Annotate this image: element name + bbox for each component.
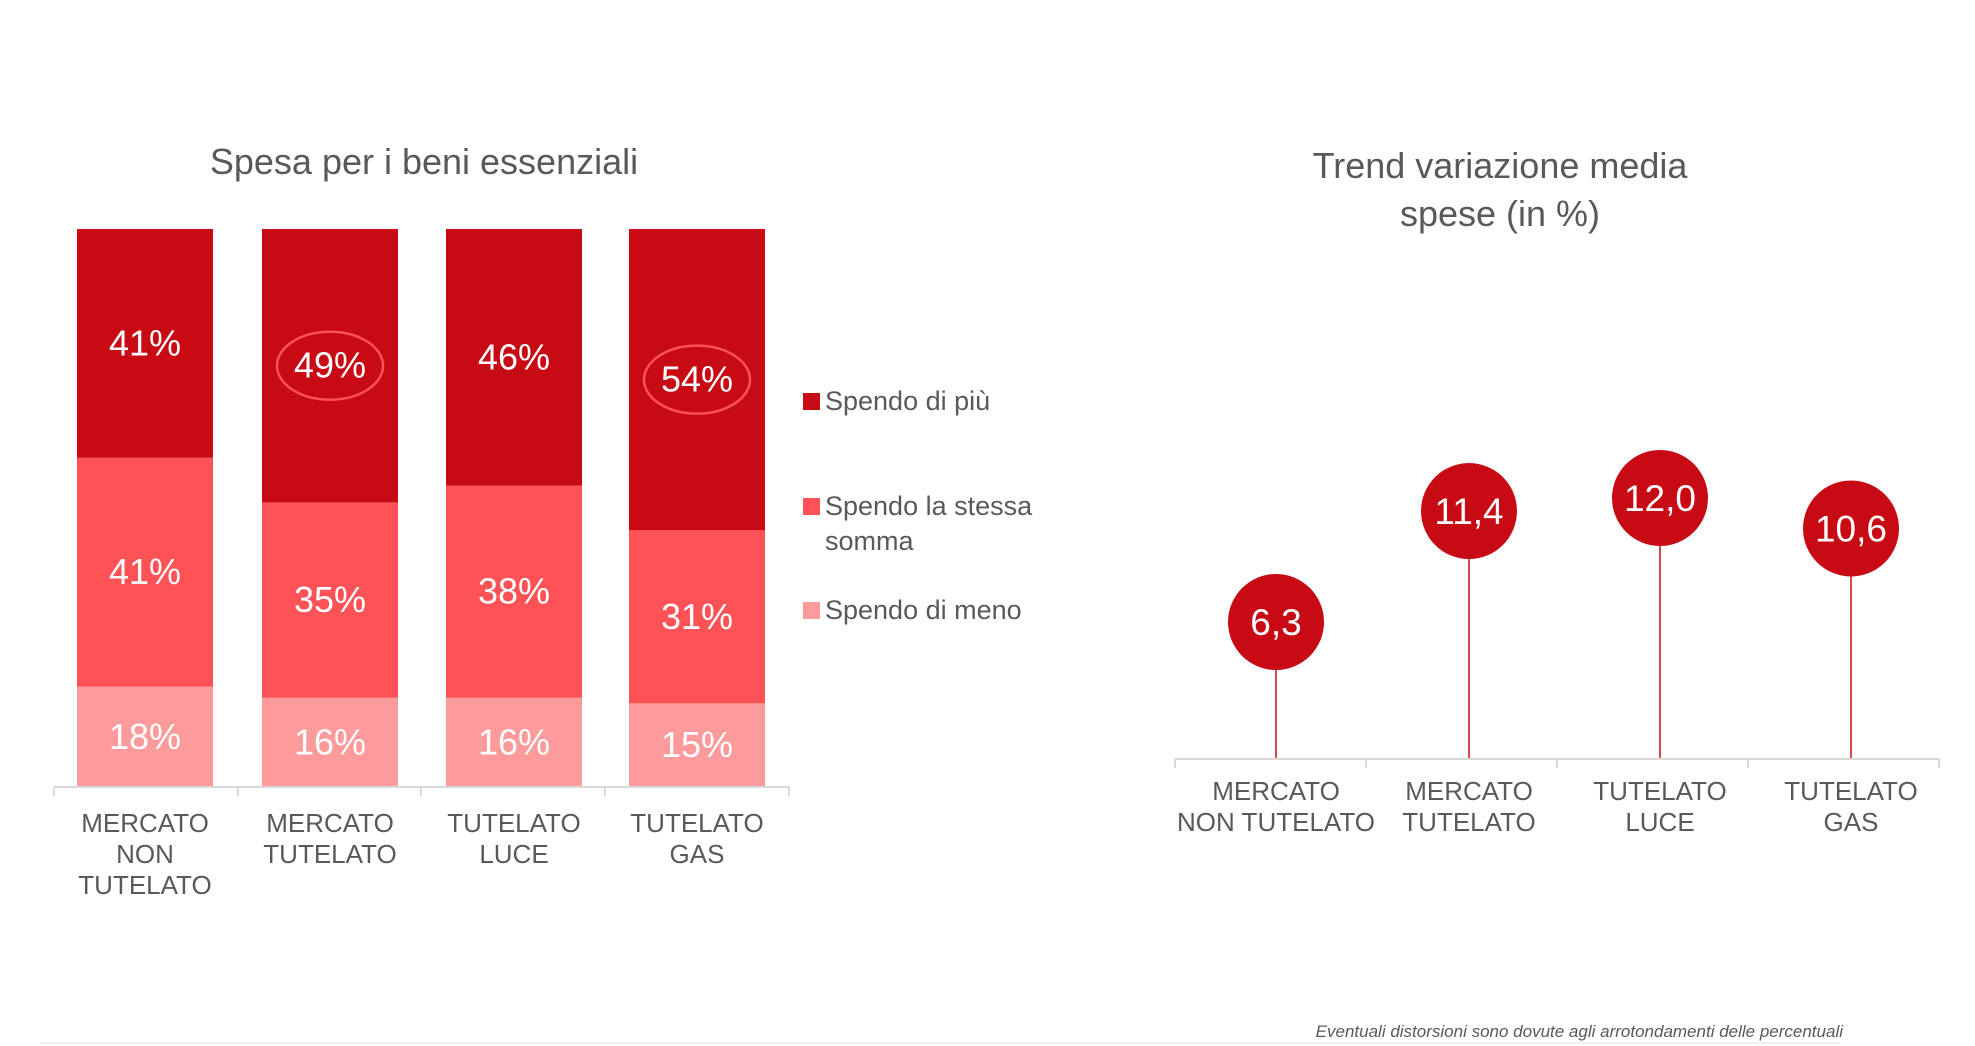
data-label-spendo-di-meno-mercato-tutelato: 16% [294, 721, 366, 762]
lollipop-value-label-tutelato-luce: 12,0 [1624, 478, 1696, 519]
right-category-label-mercato-non-tutelato: MERCATO [1212, 776, 1340, 806]
lollipop-bubble-tutelato-luce [1612, 450, 1708, 546]
left-category-label-tutelato-luce: TUTELATO [447, 808, 580, 838]
data-label-spendo-la-stessa-somma-tutelato-gas: 31% [661, 596, 733, 637]
legend-swatch-spendo-meno [803, 602, 820, 619]
right-title-line-1: Trend variazione media [1312, 145, 1688, 186]
right-category-label-mercato-non-tutelato: NON TUTELATO [1177, 807, 1375, 837]
left-category-label-tutelato-gas: GAS [670, 839, 725, 869]
data-label-spendo-di-pi-mercato-tutelato: 49% [294, 345, 366, 386]
data-label-spendo-la-stessa-somma-mercato-non-tutelato: 41% [109, 551, 181, 592]
left-chart-title: Spesa per i beni essenziali [209, 141, 639, 182]
data-label-spendo-di-meno-mercato-non-tutelato: 18% [109, 716, 181, 757]
left-category-label-mercato-non-tutelato: TUTELATO [78, 870, 211, 900]
legend-label-spendo-di-piu: Spendo di più [825, 386, 991, 416]
left-category-label-mercato-tutelato: TUTELATO [263, 839, 396, 869]
left-category-label-tutelato-luce: LUCE [479, 839, 548, 869]
right-chart-title: Trend variazione media spese (in %) [1200, 142, 1800, 238]
data-label-spendo-la-stessa-somma-mercato-tutelato: 35% [294, 579, 366, 620]
bottom-divider [40, 1042, 1840, 1044]
data-label-spendo-di-pi-tutelato-luce: 46% [478, 336, 550, 377]
lollipop-value-label-tutelato-gas: 10,6 [1815, 508, 1887, 549]
left-category-label-mercato-non-tutelato: MERCATO [81, 808, 209, 838]
right-category-label-mercato-tutelato: TUTELATO [1402, 807, 1535, 837]
data-label-spendo-di-meno-tutelato-gas: 15% [661, 724, 733, 765]
data-label-spendo-di-pi-mercato-non-tutelato: 41% [109, 322, 181, 363]
left-category-label-mercato-non-tutelato: NON [116, 839, 174, 869]
bar-segment-spendo-la-stessa-somma-mercato-non-tutelato [77, 457, 213, 687]
legend-swatch-spendo-stessa [803, 498, 820, 515]
lollipop-bubble-tutelato-gas [1803, 480, 1899, 577]
left-category-label-tutelato-gas: TUTELATO [630, 808, 763, 838]
bar-segment-spendo-di-pi-mercato-non-tutelato [77, 229, 213, 458]
lollipop-bubble-mercato-tutelato [1421, 463, 1517, 560]
data-label-spendo-di-pi-tutelato-gas: 54% [661, 359, 733, 400]
bar-segment-spendo-la-stessa-somma-mercato-tutelato [262, 502, 398, 698]
legend-label-spendo-meno: Spendo di meno [825, 595, 1022, 625]
bar-segment-spendo-di-meno-mercato-tutelato [262, 697, 398, 787]
bar-segment-spendo-di-meno-mercato-non-tutelato [77, 686, 213, 787]
right-category-label-mercato-tutelato: MERCATO [1405, 776, 1533, 806]
bar-segment-spendo-di-pi-tutelato-luce [446, 229, 582, 486]
legend-label-spendo-stessa: Spendo la stessa somma [825, 491, 1033, 556]
bar-segment-spendo-di-meno-tutelato-luce [446, 697, 582, 787]
lollipop-value-label-mercato-tutelato: 11,4 [1434, 491, 1503, 532]
right-category-label-tutelato-gas: TUTELATO [1784, 776, 1917, 806]
bar-segment-spendo-di-meno-tutelato-gas [629, 703, 765, 787]
right-title-line-2: spese (in %) [1399, 193, 1601, 234]
bar-segment-spendo-di-pi-mercato-tutelato [262, 229, 398, 503]
data-label-spendo-la-stessa-somma-tutelato-luce: 38% [478, 571, 550, 612]
highlight-ring-tutelato-gas [642, 344, 752, 415]
lollipop-bubble-mercato-non-tutelato [1228, 574, 1324, 670]
data-label-spendo-di-meno-tutelato-luce: 16% [478, 721, 550, 762]
highlight-ring-mercato-tutelato [275, 330, 385, 401]
right-category-label-tutelato-luce: TUTELATO [1593, 776, 1726, 806]
right-category-label-tutelato-luce: LUCE [1625, 807, 1694, 837]
right-category-label-tutelato-gas: GAS [1824, 807, 1879, 837]
legend-swatch-spendo-di-piu [803, 393, 820, 410]
bar-segment-spendo-di-pi-tutelato-gas [629, 229, 765, 531]
lollipop-value-label-mercato-non-tutelato: 6,3 [1250, 602, 1301, 643]
left-category-label-mercato-tutelato: MERCATO [266, 808, 394, 838]
footnote: Eventuali distorsioni sono dovute agli a… [1315, 1022, 1843, 1041]
bar-segment-spendo-la-stessa-somma-tutelato-gas [629, 530, 765, 704]
bar-segment-spendo-la-stessa-somma-tutelato-luce [446, 485, 582, 698]
